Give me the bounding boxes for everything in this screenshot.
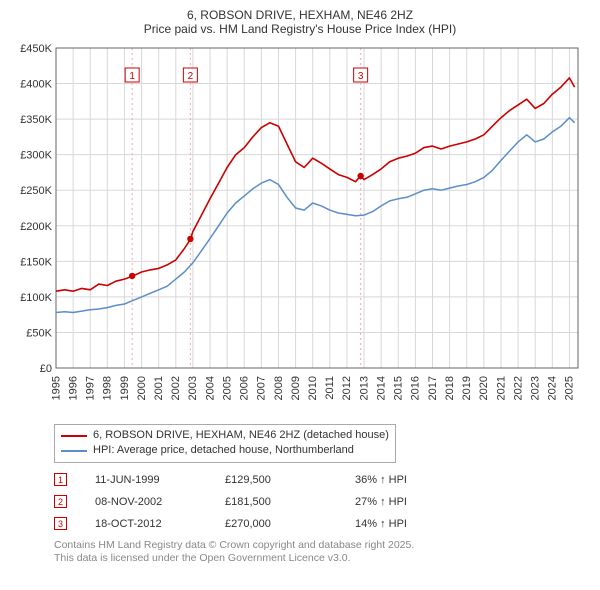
- sales-row: 1 11-JUN-1999£129,50036% ↑ HPI: [54, 469, 586, 491]
- x-tick-label: 2003: [187, 376, 199, 400]
- x-tick-label: 2005: [221, 376, 233, 400]
- x-tick-label: 2017: [427, 376, 439, 400]
- sale-relative: 36% ↑ HPI: [355, 474, 586, 486]
- footer-attribution: Contains HM Land Registry data © Crown c…: [54, 539, 586, 566]
- sale-marker-cell: 1: [54, 473, 67, 486]
- x-tick-label: 2019: [461, 376, 473, 400]
- x-tick-label: 2015: [393, 376, 405, 400]
- sale-marker-number: 1: [129, 71, 135, 82]
- y-tick-label: £350K: [20, 114, 52, 126]
- y-tick-label: £100K: [20, 292, 52, 304]
- legend-row: HPI: Average price, detached house, Nort…: [61, 443, 389, 458]
- sale-dot: [187, 236, 193, 242]
- sale-dot: [129, 273, 135, 279]
- x-tick-label: 2001: [153, 376, 165, 400]
- line-chart-svg: £0 £50K £100K £150K £200K £250K £300K £350K £400…: [14, 42, 586, 420]
- sale-date: 18-OCT-2012: [95, 518, 225, 530]
- x-tick-label: 2018: [444, 376, 456, 400]
- chart-title-line1: 6, ROBSON DRIVE, HEXHAM, NE46 2HZ: [14, 8, 586, 22]
- sales-table: 1 11-JUN-1999£129,50036% ↑ HPI 2 08-NOV-200…: [54, 469, 586, 535]
- chart-title-line2: Price paid vs. HM Land Registry's House …: [14, 22, 586, 36]
- legend-label: HPI: Average price, detached house, Nort…: [93, 443, 354, 458]
- x-tick-label: 2000: [136, 376, 148, 400]
- sale-marker-number: 2: [188, 71, 194, 82]
- sale-marker-cell: 2: [54, 495, 67, 508]
- y-tick-label: £300K: [20, 150, 52, 162]
- x-tick-label: 2008: [273, 376, 285, 400]
- sale-marker-number: 3: [358, 71, 364, 82]
- sale-price: £129,500: [225, 474, 355, 486]
- x-tick-label: 2011: [324, 376, 336, 400]
- legend-box: 6, ROBSON DRIVE, HEXHAM, NE46 2HZ (detac…: [54, 424, 396, 463]
- x-tick-label: 2010: [307, 376, 319, 400]
- legend-swatch: [61, 435, 87, 437]
- footer-line1: Contains HM Land Registry data © Crown c…: [54, 539, 586, 553]
- y-tick-label: £50K: [26, 327, 52, 339]
- x-tick-label: 1999: [119, 376, 131, 400]
- legend-label: 6, ROBSON DRIVE, HEXHAM, NE46 2HZ (detac…: [93, 428, 389, 443]
- x-tick-label: 1997: [85, 376, 97, 400]
- x-tick-label: 2004: [204, 376, 216, 400]
- legend-row: 6, ROBSON DRIVE, HEXHAM, NE46 2HZ (detac…: [61, 428, 389, 443]
- x-tick-label: 2025: [564, 376, 576, 400]
- sale-price: £181,500: [225, 496, 355, 508]
- series-hpi: [56, 118, 575, 313]
- x-tick-label: 1998: [102, 376, 114, 400]
- x-tick-label: 2002: [170, 376, 182, 400]
- sale-date: 08-NOV-2002: [95, 496, 225, 508]
- sales-row: 3 18-OCT-2012£270,00014% ↑ HPI: [54, 513, 586, 535]
- sale-date: 11-JUN-1999: [95, 474, 225, 486]
- x-tick-label: 2009: [290, 376, 302, 400]
- y-tick-label: £450K: [20, 43, 52, 55]
- x-tick-label: 1996: [67, 376, 79, 400]
- y-tick-label: £0: [40, 363, 52, 375]
- x-tick-label: 1995: [50, 376, 62, 400]
- x-tick-label: 2006: [239, 376, 251, 400]
- y-tick-label: £150K: [20, 256, 52, 268]
- x-tick-label: 2014: [375, 376, 387, 400]
- footer-line2: This data is licensed under the Open Gov…: [54, 552, 586, 566]
- chart-area: £0 £50K £100K £150K £200K £250K £300K £350K £400…: [14, 42, 586, 420]
- x-tick-label: 2013: [358, 376, 370, 400]
- y-tick-label: £250K: [20, 185, 52, 197]
- sale-marker-cell: 3: [54, 517, 67, 530]
- x-tick-label: 2021: [495, 376, 507, 400]
- legend-swatch: [61, 450, 87, 452]
- x-tick-label: 2007: [256, 376, 268, 400]
- x-tick-label: 2016: [410, 376, 422, 400]
- x-tick-label: 2012: [341, 376, 353, 400]
- sale-price: £270,000: [225, 518, 355, 530]
- x-tick-label: 2020: [478, 376, 490, 400]
- x-tick-label: 2022: [512, 376, 524, 400]
- plot-border: [56, 48, 578, 368]
- y-tick-label: £400K: [20, 79, 52, 91]
- sale-dot: [357, 173, 363, 179]
- y-tick-label: £200K: [20, 221, 52, 233]
- sales-row: 2 08-NOV-2002£181,50027% ↑ HPI: [54, 491, 586, 513]
- series-price-paid: [56, 78, 575, 291]
- sale-relative: 27% ↑ HPI: [355, 496, 586, 508]
- x-tick-label: 2023: [530, 376, 542, 400]
- x-tick-label: 2024: [547, 376, 559, 400]
- sale-relative: 14% ↑ HPI: [355, 518, 586, 530]
